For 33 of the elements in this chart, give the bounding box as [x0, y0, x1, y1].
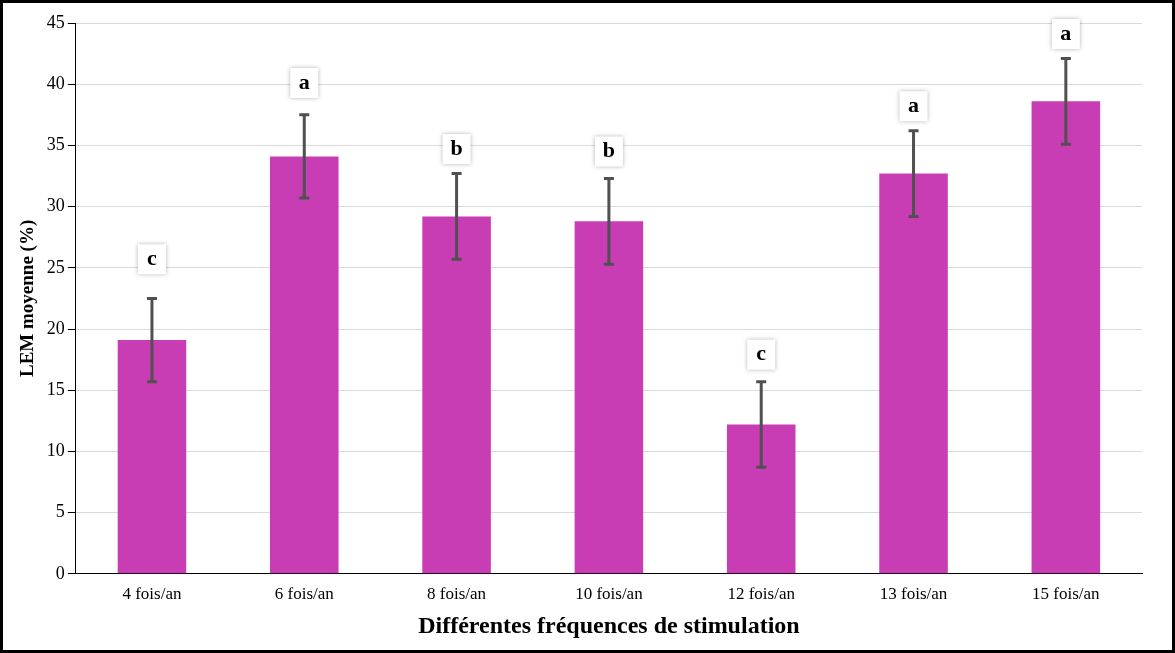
- y-tick-label: 45: [46, 11, 65, 32]
- x-tick-label: 13 fois/an: [879, 584, 948, 604]
- y-tick-label: 15: [46, 378, 65, 399]
- bar: [1031, 101, 1101, 574]
- y-tick-label: 35: [46, 134, 65, 155]
- bar: [422, 216, 491, 574]
- y-axis-title: LEM moyenne (%): [16, 219, 39, 378]
- annotation: b: [602, 137, 616, 163]
- annotation: a: [1060, 19, 1072, 45]
- x-tick-label: 12 fois/an: [727, 584, 796, 604]
- x-tick-label: 8 fois/an: [427, 584, 487, 604]
- annotation: a: [298, 68, 310, 94]
- bar: [270, 156, 339, 574]
- x-axis-title: Différentes fréquences de stimulation: [418, 611, 800, 638]
- y-tick-label: 20: [46, 317, 65, 338]
- annotation: a: [908, 91, 920, 117]
- y-tick-label: 0: [55, 562, 65, 583]
- bar: [574, 221, 644, 574]
- bar: [879, 173, 948, 574]
- y-tick-label: 30: [46, 195, 65, 216]
- bar: [726, 424, 796, 574]
- y-tick-label: 10: [46, 440, 65, 461]
- annotation: b: [450, 134, 463, 160]
- x-tick-label: 15 fois/an: [1032, 584, 1101, 604]
- y-tick-label: 25: [46, 256, 65, 277]
- annotation: c: [756, 340, 767, 366]
- x-tick-label: 6 fois/an: [274, 584, 335, 604]
- annotation: c: [147, 244, 158, 270]
- x-tick-label: 4 fois/an: [122, 584, 182, 604]
- y-tick-label: 40: [46, 72, 65, 93]
- x-tick-label: 10 fois/an: [575, 584, 644, 604]
- y-tick-label: 5: [55, 501, 65, 522]
- bar: [117, 340, 187, 574]
